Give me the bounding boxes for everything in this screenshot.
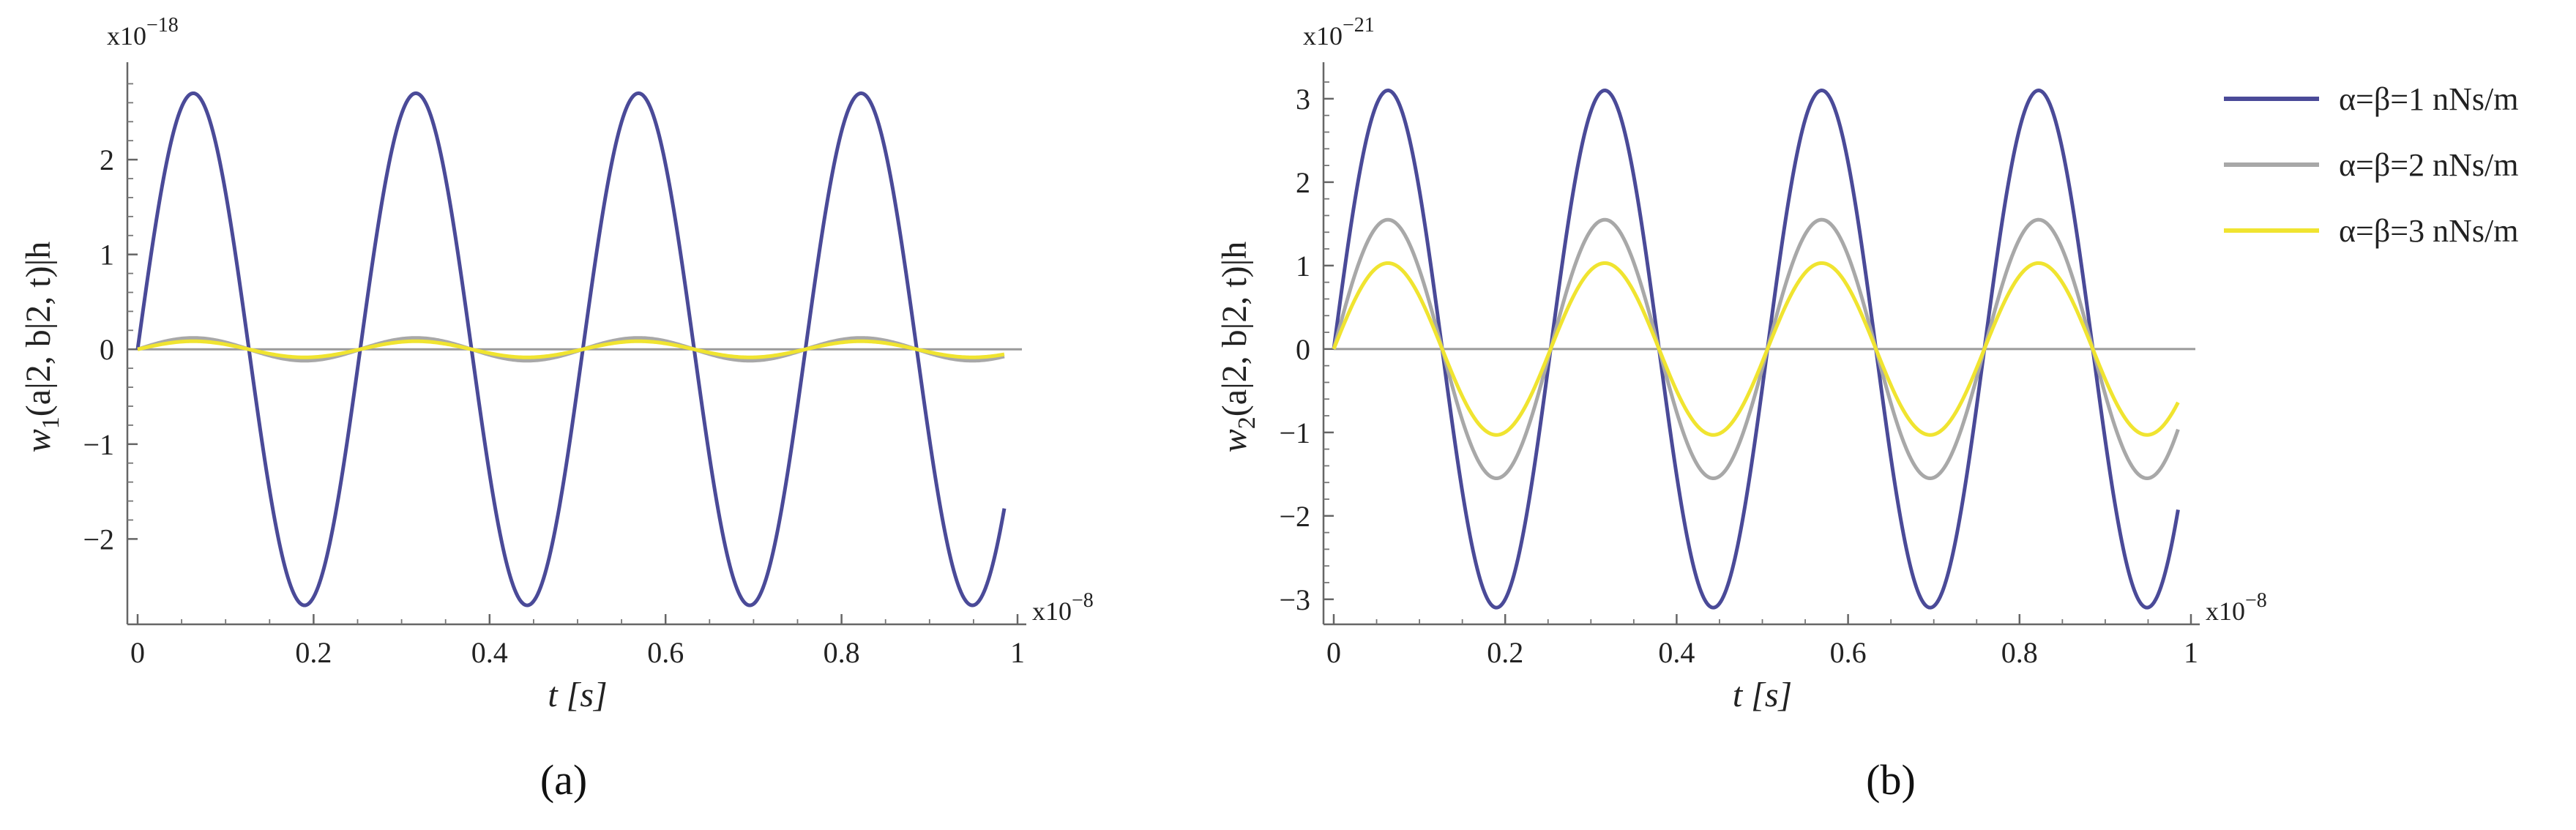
y-tick-label: −2 (1279, 500, 1310, 533)
y-axis-label-subscript: 2 (1233, 416, 1261, 429)
series-line-3 (1332, 261, 2180, 437)
x-axis-multiplier-exponent: −8 (2245, 589, 2267, 612)
x-tick-label: 0 (130, 636, 145, 669)
y-tick-label: −2 (83, 523, 114, 556)
y-tick-label: −1 (1279, 416, 1310, 449)
legend-label-2: α=β=2 nNs/m (2339, 147, 2518, 183)
panel-caption: (a) (540, 756, 587, 804)
series-line-1 (135, 91, 1007, 607)
y-tick-label: 0 (100, 333, 114, 366)
panel-caption: (b) (1866, 756, 1916, 804)
y-tick-label: 2 (1296, 166, 1310, 199)
x-tick-label: 0.2 (1487, 636, 1523, 669)
y-axis-multiplier-exponent: −18 (146, 14, 179, 37)
x-tick-label: 0.8 (824, 636, 860, 669)
x-tick-label: 0 (1326, 636, 1341, 669)
y-tick-label: 3 (1296, 83, 1310, 116)
y-tick-label: 1 (100, 239, 114, 272)
y-axis-multiplier-exponent: −21 (1343, 14, 1375, 37)
series-line-1 (1332, 89, 2180, 610)
y-axis-label-main: w (19, 429, 58, 452)
x-tick-label: 1 (2184, 636, 2198, 669)
x-tick-label: 0.8 (2001, 636, 2038, 669)
y-axis-multiplier: x10−18 (107, 14, 179, 51)
y-axis-label: w1(a|2, b|2, t)|h (19, 242, 64, 452)
y-axis-label-main: w (1215, 429, 1254, 452)
legend-label-1: α=β=1 nNs/m (2339, 81, 2518, 117)
y-axis-label-rest: (a|2, b|2, t)|h (19, 242, 58, 416)
x-tick-label: 0.4 (1658, 636, 1695, 669)
legend-label-3: α=β=3 nNs/m (2339, 213, 2518, 249)
panel-b-chart: 0 0.2 0.4 0.6 0.8 1 −3 −2 −1 0 1 2 3 x10−21 x10−8 t [s]… (1215, 14, 2267, 804)
x-axis-multiplier: x10−8 (1032, 589, 1094, 626)
y-axis-label-rest: (a|2, b|2, t)|h (1215, 242, 1254, 416)
x-tick-label: 0.4 (471, 636, 508, 669)
y-axis-multiplier: x10−21 (1303, 14, 1375, 51)
x-axis-multiplier: x10−8 (2206, 589, 2267, 626)
y-tick-label: 0 (1296, 333, 1310, 366)
x-tick-label: 0.6 (647, 636, 684, 669)
series-line-3 (137, 339, 1005, 359)
x-tick-label: 0.6 (1830, 636, 1867, 669)
series-line-2 (1332, 217, 2180, 481)
x-tick-label: 1 (1010, 636, 1025, 669)
y-axis-label: w2(a|2, b|2, t)|h (1215, 242, 1261, 452)
x-axis-label: t [s] (548, 676, 607, 714)
legend: α=β=1 nNs/m α=β=2 nNs/m α=β=3 nNs/m (2224, 81, 2518, 249)
x-axis-label: t [s] (1733, 676, 1792, 714)
y-tick-label: −3 (1279, 583, 1310, 616)
x-axis-multiplier-exponent: −8 (1072, 589, 1094, 612)
y-tick-label: 2 (100, 143, 114, 176)
y-tick-label: −1 (83, 428, 114, 461)
y-axis-label-subscript: 1 (37, 416, 64, 429)
x-tick-label: 0.2 (295, 636, 332, 669)
y-tick-label: 1 (1296, 250, 1310, 283)
